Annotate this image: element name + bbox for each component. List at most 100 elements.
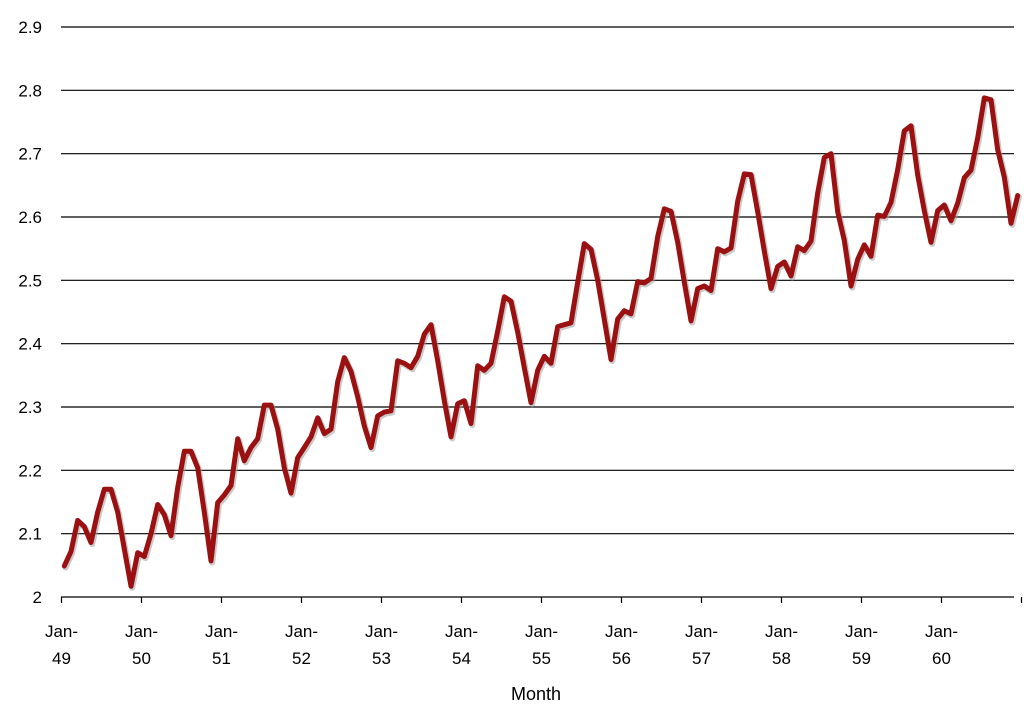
- y-tick-label: 2: [33, 588, 42, 607]
- data-point: [336, 380, 339, 383]
- data-point: [843, 239, 846, 242]
- data-point: [369, 446, 373, 449]
- data-point: [889, 201, 893, 204]
- data-point: [963, 176, 966, 179]
- data-point: [443, 399, 446, 402]
- data-point: [376, 414, 379, 418]
- data-point: [103, 488, 106, 491]
- data-point: [349, 370, 353, 373]
- data-point: [69, 550, 73, 553]
- data-point: [396, 359, 399, 362]
- x-axis-labels: Jan-49 Jan-50 Jan-51 Jan-52 Jan-53 Jan-54 Jan-…: [45, 622, 958, 668]
- data-point: [549, 362, 553, 365]
- data-point: [456, 402, 459, 405]
- data-point: [183, 450, 186, 453]
- data-point: [876, 213, 879, 217]
- data-point: [489, 362, 493, 365]
- data-point: [109, 488, 113, 491]
- data-point: [409, 366, 413, 369]
- data-point: [989, 98, 993, 102]
- y-tick-label: 2.7: [18, 145, 42, 164]
- data-point: [343, 356, 346, 359]
- data-point: [743, 172, 746, 176]
- data-point: [723, 250, 726, 253]
- data-point: [823, 156, 826, 159]
- data-point: [616, 317, 619, 321]
- data-point: [776, 265, 779, 268]
- data-point: [156, 503, 159, 506]
- data-point: [783, 260, 786, 264]
- data-point: [769, 287, 773, 290]
- x-tick-label: Jan-54: [445, 622, 478, 668]
- y-tick-label: 2.9: [18, 18, 42, 37]
- data-point: [869, 255, 873, 258]
- data-point: [469, 422, 473, 425]
- data-point: [789, 274, 793, 278]
- x-tick-label: Jan-55: [525, 622, 558, 668]
- data-point: [543, 355, 546, 358]
- data-point: [303, 446, 306, 449]
- data-point: [383, 410, 386, 414]
- data-point: [163, 513, 166, 516]
- data-point: [203, 510, 206, 514]
- data-point: [196, 466, 199, 469]
- data-point: [96, 510, 99, 514]
- data-point: [356, 395, 359, 399]
- data-point: [903, 129, 906, 133]
- data-point: [669, 210, 673, 213]
- data-point: [663, 207, 666, 210]
- data-point: [169, 534, 173, 537]
- data-point: [463, 399, 466, 402]
- x-tick-label: Jan-52: [285, 622, 318, 668]
- data-point: [689, 319, 693, 323]
- x-tick-label: Jan-59: [845, 622, 878, 668]
- data-point: [83, 525, 86, 528]
- data-point: [983, 96, 986, 100]
- data-point: [709, 289, 713, 292]
- y-axis-labels: 2 2.1 2.2 2.3 2.4 2.5 2.6 2.7 2.8 2.9: [18, 18, 42, 607]
- data-point: [623, 309, 626, 312]
- data-point: [276, 428, 279, 431]
- data-point: [956, 201, 959, 205]
- data-point: [363, 424, 366, 428]
- data-point: [649, 277, 653, 280]
- data-point: [263, 403, 266, 407]
- data-point: [89, 541, 93, 544]
- data-point: [136, 551, 139, 554]
- data-point: [503, 295, 506, 298]
- data-point: [323, 432, 326, 435]
- grid-lines: [61, 26, 1014, 535]
- data-point: [329, 428, 333, 431]
- data-point: [529, 401, 533, 404]
- data-point: [216, 501, 219, 504]
- data-point: [556, 325, 559, 328]
- y-tick-label: 2.3: [18, 398, 42, 417]
- data-point: [916, 174, 919, 177]
- x-tick-label: Jan-50: [125, 622, 158, 668]
- data-point: [209, 559, 213, 563]
- data-point: [583, 242, 586, 245]
- data-point: [716, 247, 719, 250]
- y-tick-label: 2.4: [18, 335, 42, 354]
- series-group: [61, 95, 1022, 591]
- data-point: [603, 318, 606, 321]
- data-point: [749, 173, 753, 176]
- data-point: [516, 331, 519, 334]
- data-point: [976, 136, 979, 139]
- data-point: [703, 284, 706, 288]
- x-tick-label: Jan-60: [925, 622, 958, 668]
- data-point: [176, 486, 179, 489]
- series-points: [63, 96, 1019, 588]
- data-point: [416, 355, 419, 358]
- data-point: [596, 279, 599, 282]
- data-point: [256, 437, 259, 440]
- data-point: [1009, 222, 1013, 225]
- data-point: [656, 235, 659, 238]
- data-point: [536, 369, 539, 372]
- y-tick-label: 2.5: [18, 271, 42, 290]
- data-point: [809, 239, 813, 243]
- data-point: [523, 366, 526, 369]
- x-tick-label: Jan-58: [765, 622, 798, 668]
- data-point: [223, 493, 226, 497]
- data-point: [576, 281, 579, 284]
